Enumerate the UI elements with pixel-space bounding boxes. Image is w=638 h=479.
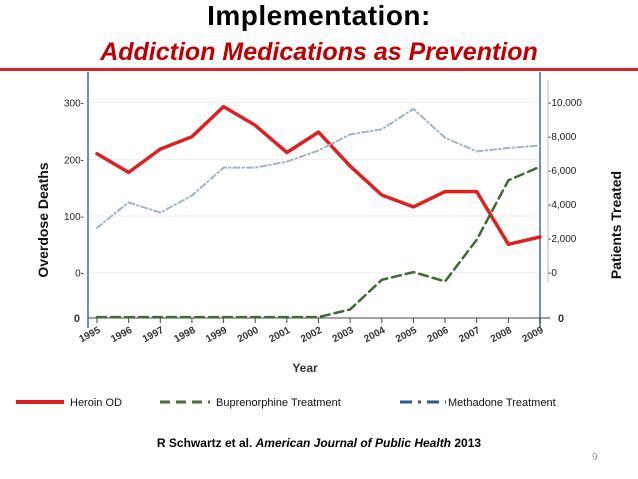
citation-author: R Schwartz et al. [156,436,253,450]
x-tick-label: 2009 [521,325,546,345]
legend-label: Heroin OD [70,397,122,409]
x-tick-label: 2007 [457,325,482,345]
left-axis-title: Overdose Deaths [35,162,51,277]
citation: R Schwartz et al. American Journal of Pu… [0,436,638,450]
x-tick-label: 1997 [141,325,166,345]
x-tick-label: 2004 [362,325,387,345]
x-tick-label: 2002 [299,325,324,345]
citation-journal: American Journal of Public Health [255,436,452,450]
right-axis-title: Patients Treated [608,171,624,279]
left-tick-label: 200- [64,155,84,166]
x-tick-label: 2008 [489,325,514,345]
page-number: 9 [592,452,598,463]
right-tick-label: -4,000 [548,200,577,211]
x-tick-label: 2000 [236,325,261,345]
slide-subtitle: Addiction Medications as Prevention [100,38,538,66]
citation-year: 2013 [454,436,482,450]
x-tick-label: 2003 [331,325,356,345]
slide-title: Implementation: [207,0,431,31]
x-tick-label: 1996 [109,325,134,345]
series-line-buprenorphine-treatment [95,165,542,319]
right-bottom-tick-label: 0 [558,313,564,325]
legend-label: Buprenorphine Treatment [216,397,341,409]
x-tick-label: 1999 [204,325,229,345]
right-tick-label: -2,000 [548,234,577,245]
right-tick-label: -10,000 [548,98,582,109]
x-tick-label: 2001 [267,325,292,345]
left-tick-label: 0- [75,269,84,280]
right-tick-label: -6,000 [548,166,577,177]
x-tick-label: 1998 [173,325,198,345]
series-line-heroin-od [95,104,542,247]
left-tick-label: 300- [64,99,84,110]
x-axis-title: Year [292,361,318,375]
title-divider [0,68,638,71]
left-bottom-tick-label: 0 [74,313,80,325]
series-line-methadone-treatment [96,107,541,229]
right-tick-label: -8,000 [548,132,577,143]
x-tick-label: 1995 [78,325,103,345]
x-tick-label: 2005 [394,325,419,345]
left-tick-label: 100- [64,212,84,223]
x-tick-label: 2006 [426,325,451,345]
right-tick-label: -0 [548,268,557,279]
legend-label: Methadone Treatment [448,397,556,409]
